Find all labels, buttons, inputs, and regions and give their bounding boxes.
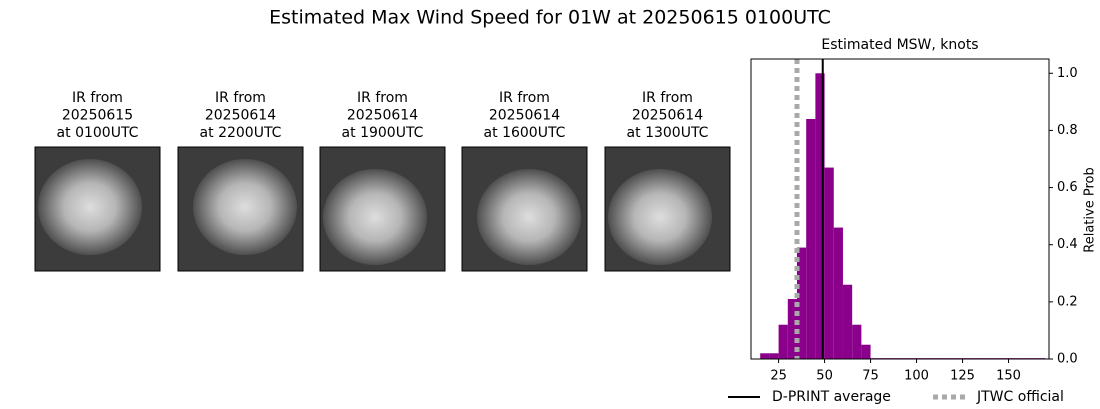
y-tick-label: 0.0 — [1057, 352, 1078, 367]
y-tick-label: 0.6 — [1057, 180, 1078, 195]
x-tick-label: 100 — [904, 369, 929, 384]
panel-title: IR from — [215, 90, 266, 106]
y-tick-label: 0.4 — [1057, 237, 1078, 252]
bar — [852, 324, 862, 359]
ir-image-cloud — [193, 159, 297, 255]
panel-title: 20250615 — [62, 108, 133, 124]
panel-title: at 1900UTC — [342, 125, 424, 141]
ir-image-cloud — [323, 169, 427, 265]
panel-title: at 1300UTC — [627, 125, 709, 141]
ir-image-cloud — [608, 169, 712, 265]
y-tick-label: 0.8 — [1057, 123, 1078, 138]
bar — [769, 353, 779, 359]
plot-frame — [750, 58, 1050, 360]
y-axis-label: Relative Prob — [1083, 167, 1098, 252]
panel-title: IR from — [642, 90, 693, 106]
x-tick-label: 25 — [770, 369, 787, 384]
panel-title: 20250614 — [205, 108, 276, 124]
bar — [796, 247, 807, 359]
y-tick-label: 1.0 — [1057, 66, 1078, 81]
bar — [806, 119, 816, 359]
bar — [778, 324, 788, 359]
legend-label: JTWC official — [976, 389, 1064, 405]
bar — [833, 227, 843, 359]
x-tick-label: 150 — [996, 369, 1021, 384]
panel-title: at 0100UTC — [57, 125, 139, 141]
bar — [815, 73, 825, 360]
panel-title: IR from — [357, 90, 408, 106]
bar — [824, 167, 834, 359]
ir-image-cloud — [38, 159, 142, 255]
bar — [760, 353, 770, 359]
x-tick-label: 75 — [862, 369, 879, 384]
legend-label: D-PRINT average — [772, 389, 891, 405]
bar — [842, 284, 853, 359]
bar — [787, 299, 797, 359]
panel-title: IR from — [72, 90, 123, 106]
y-tick-label: 0.2 — [1057, 294, 1078, 309]
figure-title: Estimated Max Wind Speed for 01W at 2025… — [269, 7, 831, 29]
x-tick-label: 125 — [950, 369, 975, 384]
panel-title: 20250614 — [632, 108, 703, 124]
panel-title: 20250614 — [489, 108, 560, 124]
panel-title: at 1600UTC — [484, 125, 566, 141]
panel-title: at 2200UTC — [200, 125, 282, 141]
panel-title: IR from — [499, 90, 550, 106]
ir-image-cloud — [477, 169, 581, 265]
panel-title: 20250614 — [347, 108, 418, 124]
bar — [861, 344, 871, 359]
x-tick-label: 50 — [816, 369, 833, 384]
chart-title: Estimated MSW, knots — [821, 37, 978, 53]
